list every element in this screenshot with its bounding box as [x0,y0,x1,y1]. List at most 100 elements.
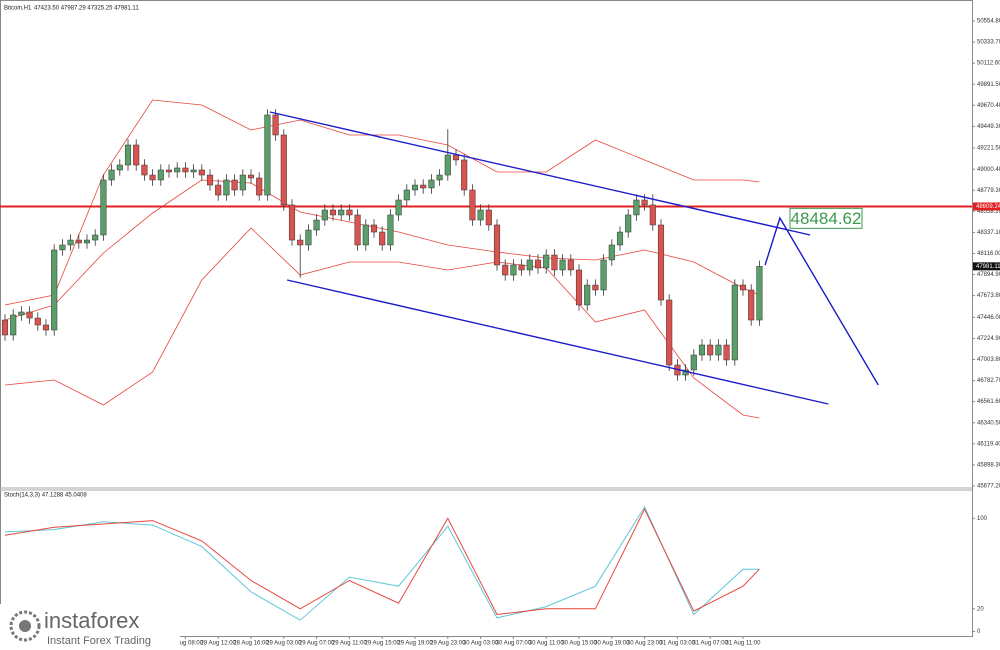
y-tick-label: 46782.70 [977,378,1000,384]
y-tick-label: 46119.40 [977,441,1000,447]
y-tick-label: 49891.50 [977,82,1000,88]
candle-body [485,209,492,226]
x-tick-label: 30 Aug 11:00 [529,641,565,647]
candle-body [551,254,558,271]
logo: instaforex Instant Forex Trading [0,604,180,650]
candle-body [34,317,41,326]
candle-body [370,224,378,233]
y-tick-label: 50554.80 [977,19,1000,25]
candle-body [600,259,607,291]
candle-body [133,144,140,166]
candle-body [67,239,74,246]
candle-body [748,289,755,321]
trend-line [286,279,829,405]
y-tick-label: 49449.30 [977,124,1000,130]
x-tick-label: 29 Aug 23:00 [430,641,466,647]
candle-body [92,234,99,241]
logo-tagline: Instant Forex Trading [47,635,151,647]
candle-body [698,344,706,356]
y-tick-label: 47894.90 [977,272,1000,278]
candle-body [190,169,197,173]
x-tick-label: 31 Aug 03:00 [660,641,696,647]
y-tick-label: 46561.60 [977,399,1000,405]
candle-body [707,344,714,356]
candle-body [239,174,246,191]
candle-body [403,189,410,201]
target-box [789,207,863,229]
candle-body [51,249,58,331]
last-price-tag [973,262,1000,271]
candle-body [690,354,697,371]
candle-body [264,114,271,196]
y-tick-label: 48779.30 [977,188,1000,194]
y2-tick-label: 20 [977,606,984,612]
x-tick-label: 31 Aug 07:00 [693,641,729,647]
candle-body [649,204,656,226]
x-tick-label: 28 Aug 08:00 [168,641,204,647]
candle-body [75,239,82,244]
candle-body [231,179,238,191]
candle-body [59,244,66,251]
candle-body [510,264,517,276]
y-tick-label: 49670.40 [977,103,1000,109]
y-tick-label: 46340.50 [977,420,1000,426]
logo-icon [19,620,31,632]
candle-body [543,254,550,269]
x-tick-label: 30 Aug 07:00 [496,641,532,647]
x-tick-label: 28 Aug 12:00 [201,641,237,647]
candle-body [338,209,345,216]
candle-body [42,324,50,331]
level-tag [973,202,1000,211]
candle-body [1,319,9,336]
candle-body [100,179,107,236]
candle-body [215,184,222,196]
candle-body [141,164,148,176]
y-tick-label: 50333.70 [977,40,1000,46]
trend-line [269,111,811,236]
candle-body [666,299,673,366]
logo-icon [9,610,41,642]
candle-body [739,284,747,291]
candle-body [723,344,730,361]
x-tick-label: 30 Aug 19:00 [594,641,630,647]
candle-body [641,199,648,206]
chart-title: Bitcoin,H1 [4,6,32,12]
y-tick-label: 45677.20 [977,484,1000,490]
candle-body [395,199,402,216]
x-tick-label: 28 Aug 16:00 [233,641,269,647]
x-tick-label: 30 Aug 03:00 [463,641,499,647]
y2-tick-label: 0 [977,629,981,635]
candle-body [608,244,615,261]
candle-body [575,269,583,306]
candle-body [198,169,205,176]
trend-line [764,216,879,386]
y-tick-label: 47224.90 [977,336,1000,342]
candle-body [206,174,214,186]
x-tick-label: 29 Aug 11:00 [332,641,368,647]
y-tick-label: 49000.40 [977,167,1000,173]
plot-frame [0,0,973,637]
candle-body [477,209,484,221]
bollinger-lower [4,227,760,419]
candle-body [305,229,312,246]
candle-body [534,259,542,269]
candle-body [526,259,533,271]
candle-body [731,284,738,361]
candle-body [247,174,255,179]
candle-body [346,209,353,216]
candle-body [444,154,451,176]
candle-body [592,284,599,291]
candle-body [354,214,361,246]
candle-body [124,144,132,166]
indicator-title: Stoch(14,3,3) 47.1288 45.0408 [4,493,87,499]
candle-body [297,239,304,246]
candle-body [461,159,468,191]
x-tick-label: 29 Aug 03:00 [266,641,302,647]
candle-body [280,134,287,206]
candle-body [362,224,369,246]
candle-body [313,219,320,231]
y-tick-label: 47446.00 [977,315,1000,321]
candle-body [83,239,91,244]
